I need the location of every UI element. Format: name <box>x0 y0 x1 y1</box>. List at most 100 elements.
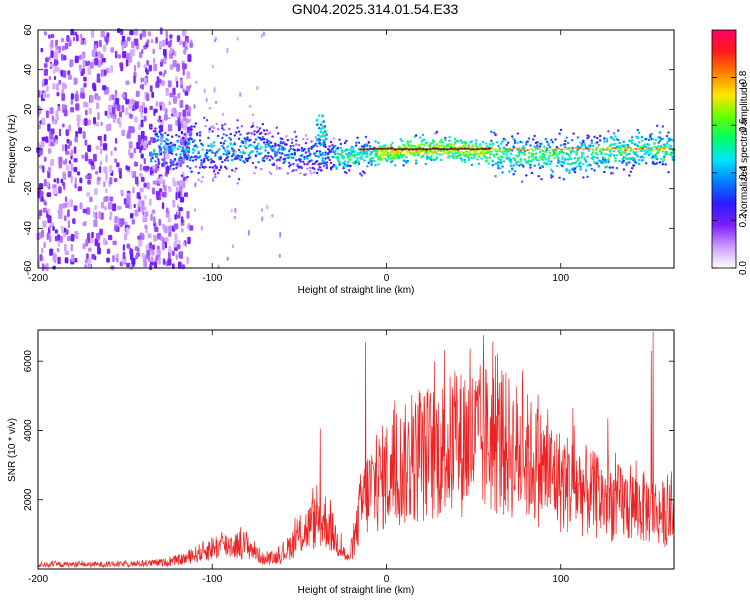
spectrogram-cell <box>182 146 185 150</box>
spectrogram-cell <box>548 151 552 154</box>
spectrogram-cell <box>64 243 67 252</box>
spectrogram-cell <box>194 122 198 125</box>
spectrogram-cell <box>394 164 397 167</box>
spectrogram-cell <box>208 107 212 110</box>
spectrogram-cell <box>670 145 673 148</box>
spectrogram-x-tick-label: -200 <box>28 273 48 284</box>
spectrogram-cell <box>327 152 330 155</box>
spectrogram-cell <box>97 176 101 181</box>
spectrogram-cell <box>186 71 191 79</box>
spectrogram-cell <box>554 138 557 141</box>
spectrogram-cell <box>505 153 508 156</box>
spectrogram-cell <box>182 88 185 93</box>
spectrogram-cell <box>325 137 328 141</box>
spectrogram-cell <box>614 135 617 138</box>
spectrogram-cell <box>52 187 57 195</box>
spectrogram-cell <box>62 104 66 110</box>
spectrogram-cell <box>178 240 181 246</box>
spectrogram-cell <box>55 39 58 48</box>
spectrogram-cell <box>651 138 655 141</box>
spectrogram-cell <box>84 39 87 46</box>
spectrogram-cell <box>550 160 553 163</box>
spectrogram-cell <box>146 60 149 66</box>
spectrogram-cell <box>244 139 248 143</box>
spectrogram-cell <box>50 50 54 59</box>
spectrogram-cell <box>648 148 652 151</box>
spectrogram-cell <box>169 164 172 167</box>
spectrogram-cell <box>222 133 225 136</box>
spectrogram-cell <box>512 173 515 176</box>
spectrogram-cell <box>562 151 566 155</box>
spectrogram-cell <box>527 137 531 140</box>
spectrogram-cell <box>82 243 86 250</box>
spectrogram-cell <box>590 142 593 145</box>
spectrogram-cell <box>322 139 325 142</box>
spectrogram-cell <box>159 78 162 84</box>
spectrogram-cell <box>135 254 139 260</box>
spectrogram-cell <box>182 109 187 117</box>
spectrogram-cell <box>159 27 163 35</box>
spectrogram-cell <box>653 142 656 145</box>
spectrogram-cell <box>547 159 550 163</box>
spectrogram-cell <box>81 52 85 60</box>
spectrogram-cell <box>596 153 599 156</box>
spectrogram-cell <box>608 155 612 158</box>
spectrogram-cell <box>62 123 65 128</box>
spectrogram-cell <box>106 248 111 255</box>
spectrogram-cell <box>522 147 526 150</box>
spectrogram-cell <box>649 152 652 155</box>
spectrogram-cell <box>155 101 159 107</box>
spectrogram-cell <box>630 141 634 145</box>
spectrogram-cell <box>228 152 231 155</box>
spectrogram-cell <box>359 172 362 175</box>
spectrogram-cell <box>100 201 105 209</box>
spectrogram-cell <box>46 85 49 93</box>
spectrogram-cell <box>237 130 241 133</box>
spectrogram-cell <box>587 135 591 138</box>
spectrogram-cell <box>133 75 136 84</box>
spectrogram-cell <box>448 135 451 139</box>
spectrogram-cell <box>592 149 596 152</box>
spectrogram-cell <box>477 162 481 165</box>
spectrogram-cell <box>325 133 328 136</box>
spectrogram-cell <box>281 152 284 155</box>
spectrogram-cell <box>647 138 651 142</box>
spectrogram-cell <box>88 247 92 252</box>
spectrogram-cell <box>154 168 158 174</box>
spectrogram-cell <box>658 131 662 134</box>
spectrogram-cell <box>205 97 208 102</box>
spectrogram-cell <box>501 155 504 159</box>
spectrogram-cell <box>466 146 470 149</box>
spectrogram-cell <box>210 158 213 161</box>
spectrogram-cell <box>162 72 165 78</box>
spectrogram-cell <box>366 144 369 147</box>
spectrogram-cell <box>595 146 599 149</box>
spectrogram-cell <box>167 40 172 48</box>
spectrogram-cell <box>41 117 46 126</box>
spectrogram-cell <box>56 83 59 91</box>
spectrogram-cell <box>346 148 350 151</box>
spectrogram-cell <box>367 161 370 164</box>
spectrogram-cell <box>508 148 512 151</box>
spectrogram-cell <box>109 211 113 218</box>
colorbar-tick-label: 0.8 <box>738 70 749 84</box>
spectrogram-cell <box>212 177 215 183</box>
spectrogram-cell <box>159 142 163 146</box>
spectrogram-cell <box>444 136 447 140</box>
spectrogram-cell <box>56 177 59 184</box>
spectrogram-cell <box>129 152 134 159</box>
spectrogram-cell <box>398 145 401 148</box>
spectrogram-cell <box>561 148 564 151</box>
spectrogram-cell <box>452 156 455 159</box>
snr-x-tick-label: -100 <box>202 574 222 585</box>
spectrogram-cell <box>637 158 641 162</box>
spectrogram-cell <box>655 148 659 151</box>
spectrogram-cell <box>203 160 206 163</box>
spectrogram-cell <box>295 135 298 138</box>
spectrogram-cell <box>391 141 394 144</box>
spectrogram-cell <box>179 185 183 193</box>
spectrogram-cell <box>647 143 651 147</box>
spectrogram-cell <box>276 132 280 135</box>
spectrogram-cell <box>102 85 107 91</box>
spectrogram-x-tick-label: 100 <box>552 273 569 284</box>
